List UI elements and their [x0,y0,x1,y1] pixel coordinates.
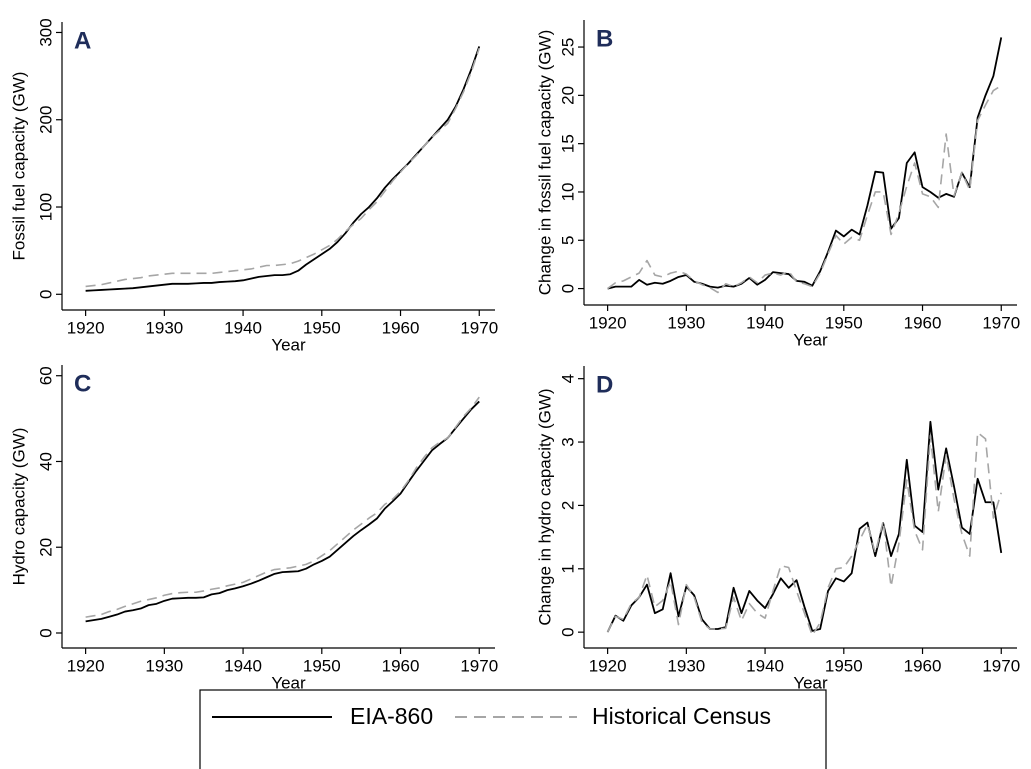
y-axis-title: Change in hydro capacity (GW) [535,388,554,625]
y-tick-label: 0 [36,628,55,637]
x-tick-label: 1950 [825,313,863,332]
x-tick-label: 1960 [904,656,942,675]
x-tick-label: 1930 [667,656,705,675]
y-tick-label: 60 [36,366,55,385]
panel: 0 5 10 15 20 25 1920 1930 1940 1950 1960 1970 Year Ch… [535,20,1020,349]
x-tick-label: 1940 [224,318,262,337]
panel: 0 100 200 300 1920 1930 1940 1950 1960 1970 Year Fo… [9,18,498,354]
x-tick-label: 1920 [589,313,627,332]
x-tick-label: 1930 [667,313,705,332]
x-tick-label: 1970 [982,656,1020,675]
panel-label: C [74,370,91,397]
y-tick-label: 20 [36,538,55,557]
x-tick-label: 1950 [303,656,341,675]
data-line [85,396,480,618]
legend-box [199,689,827,769]
panel-label: A [74,27,91,54]
data-line [85,400,480,623]
x-tick-label: 1950 [303,318,341,337]
y-tick-label: 1 [558,564,577,573]
panel-label: B [596,25,613,52]
x-axis-title: Year [271,335,306,354]
y-tick-label: 15 [558,134,577,153]
x-axis-title: Year [793,330,828,349]
y-axis-title: Hydro capacity (GW) [9,428,28,586]
y-tick-label: 0 [36,290,55,299]
y-tick-label: 4 [558,374,577,383]
x-tick-label: 1950 [825,656,863,675]
panel: 0 20 40 60 1920 1930 1940 1950 1960 1970 Year Hydro… [9,365,498,692]
x-tick-label: 1970 [460,318,498,337]
y-tick-label: 25 [558,38,577,57]
x-tick-label: 1940 [224,656,262,675]
x-tick-label: 1930 [145,318,183,337]
x-axis-title: Year [271,673,306,692]
legend-label: EIA-860 [350,703,433,729]
x-tick-label: 1970 [460,656,498,675]
legend-label: Historical Census [592,703,771,729]
x-tick-label: 1960 [382,318,420,337]
y-tick-label: 3 [558,437,577,446]
panel-label: D [596,371,613,398]
data-line [607,37,1003,290]
data-line [85,46,481,292]
x-tick-label: 1920 [67,318,105,337]
data-line [607,85,1002,294]
data-line [606,420,1003,633]
data-line [85,47,481,288]
panel: 0 1 2 3 4 1920 1930 1940 1950 1960 1970 Year Change … [535,366,1020,692]
x-tick-label: 1930 [145,656,183,675]
x-tick-label: 1970 [982,313,1020,332]
y-tick-label: 0 [558,284,577,293]
y-tick-label: 200 [36,106,55,134]
y-axis-title: Change in fossil fuel capacity (GW) [535,30,554,296]
y-tick-label: 20 [558,86,577,105]
y-tick-label: 10 [558,183,577,202]
x-axis-title: Year [793,673,828,692]
x-tick-label: 1920 [589,656,627,675]
y-tick-label: 5 [558,236,577,245]
y-tick-label: 100 [36,193,55,221]
x-tick-label: 1960 [904,313,942,332]
x-tick-label: 1960 [382,656,420,675]
y-tick-label: 40 [36,452,55,471]
y-tick-label: 2 [558,501,577,510]
x-tick-label: 1920 [67,656,105,675]
data-line [606,431,1003,637]
y-tick-label: 300 [36,18,55,46]
legend: EIA-860 Historical Census [199,689,827,769]
x-tick-label: 1940 [746,313,784,332]
y-tick-label: 0 [558,627,577,636]
y-axis-title: Fossil fuel capacity (GW) [9,72,28,261]
x-tick-label: 1940 [746,656,784,675]
